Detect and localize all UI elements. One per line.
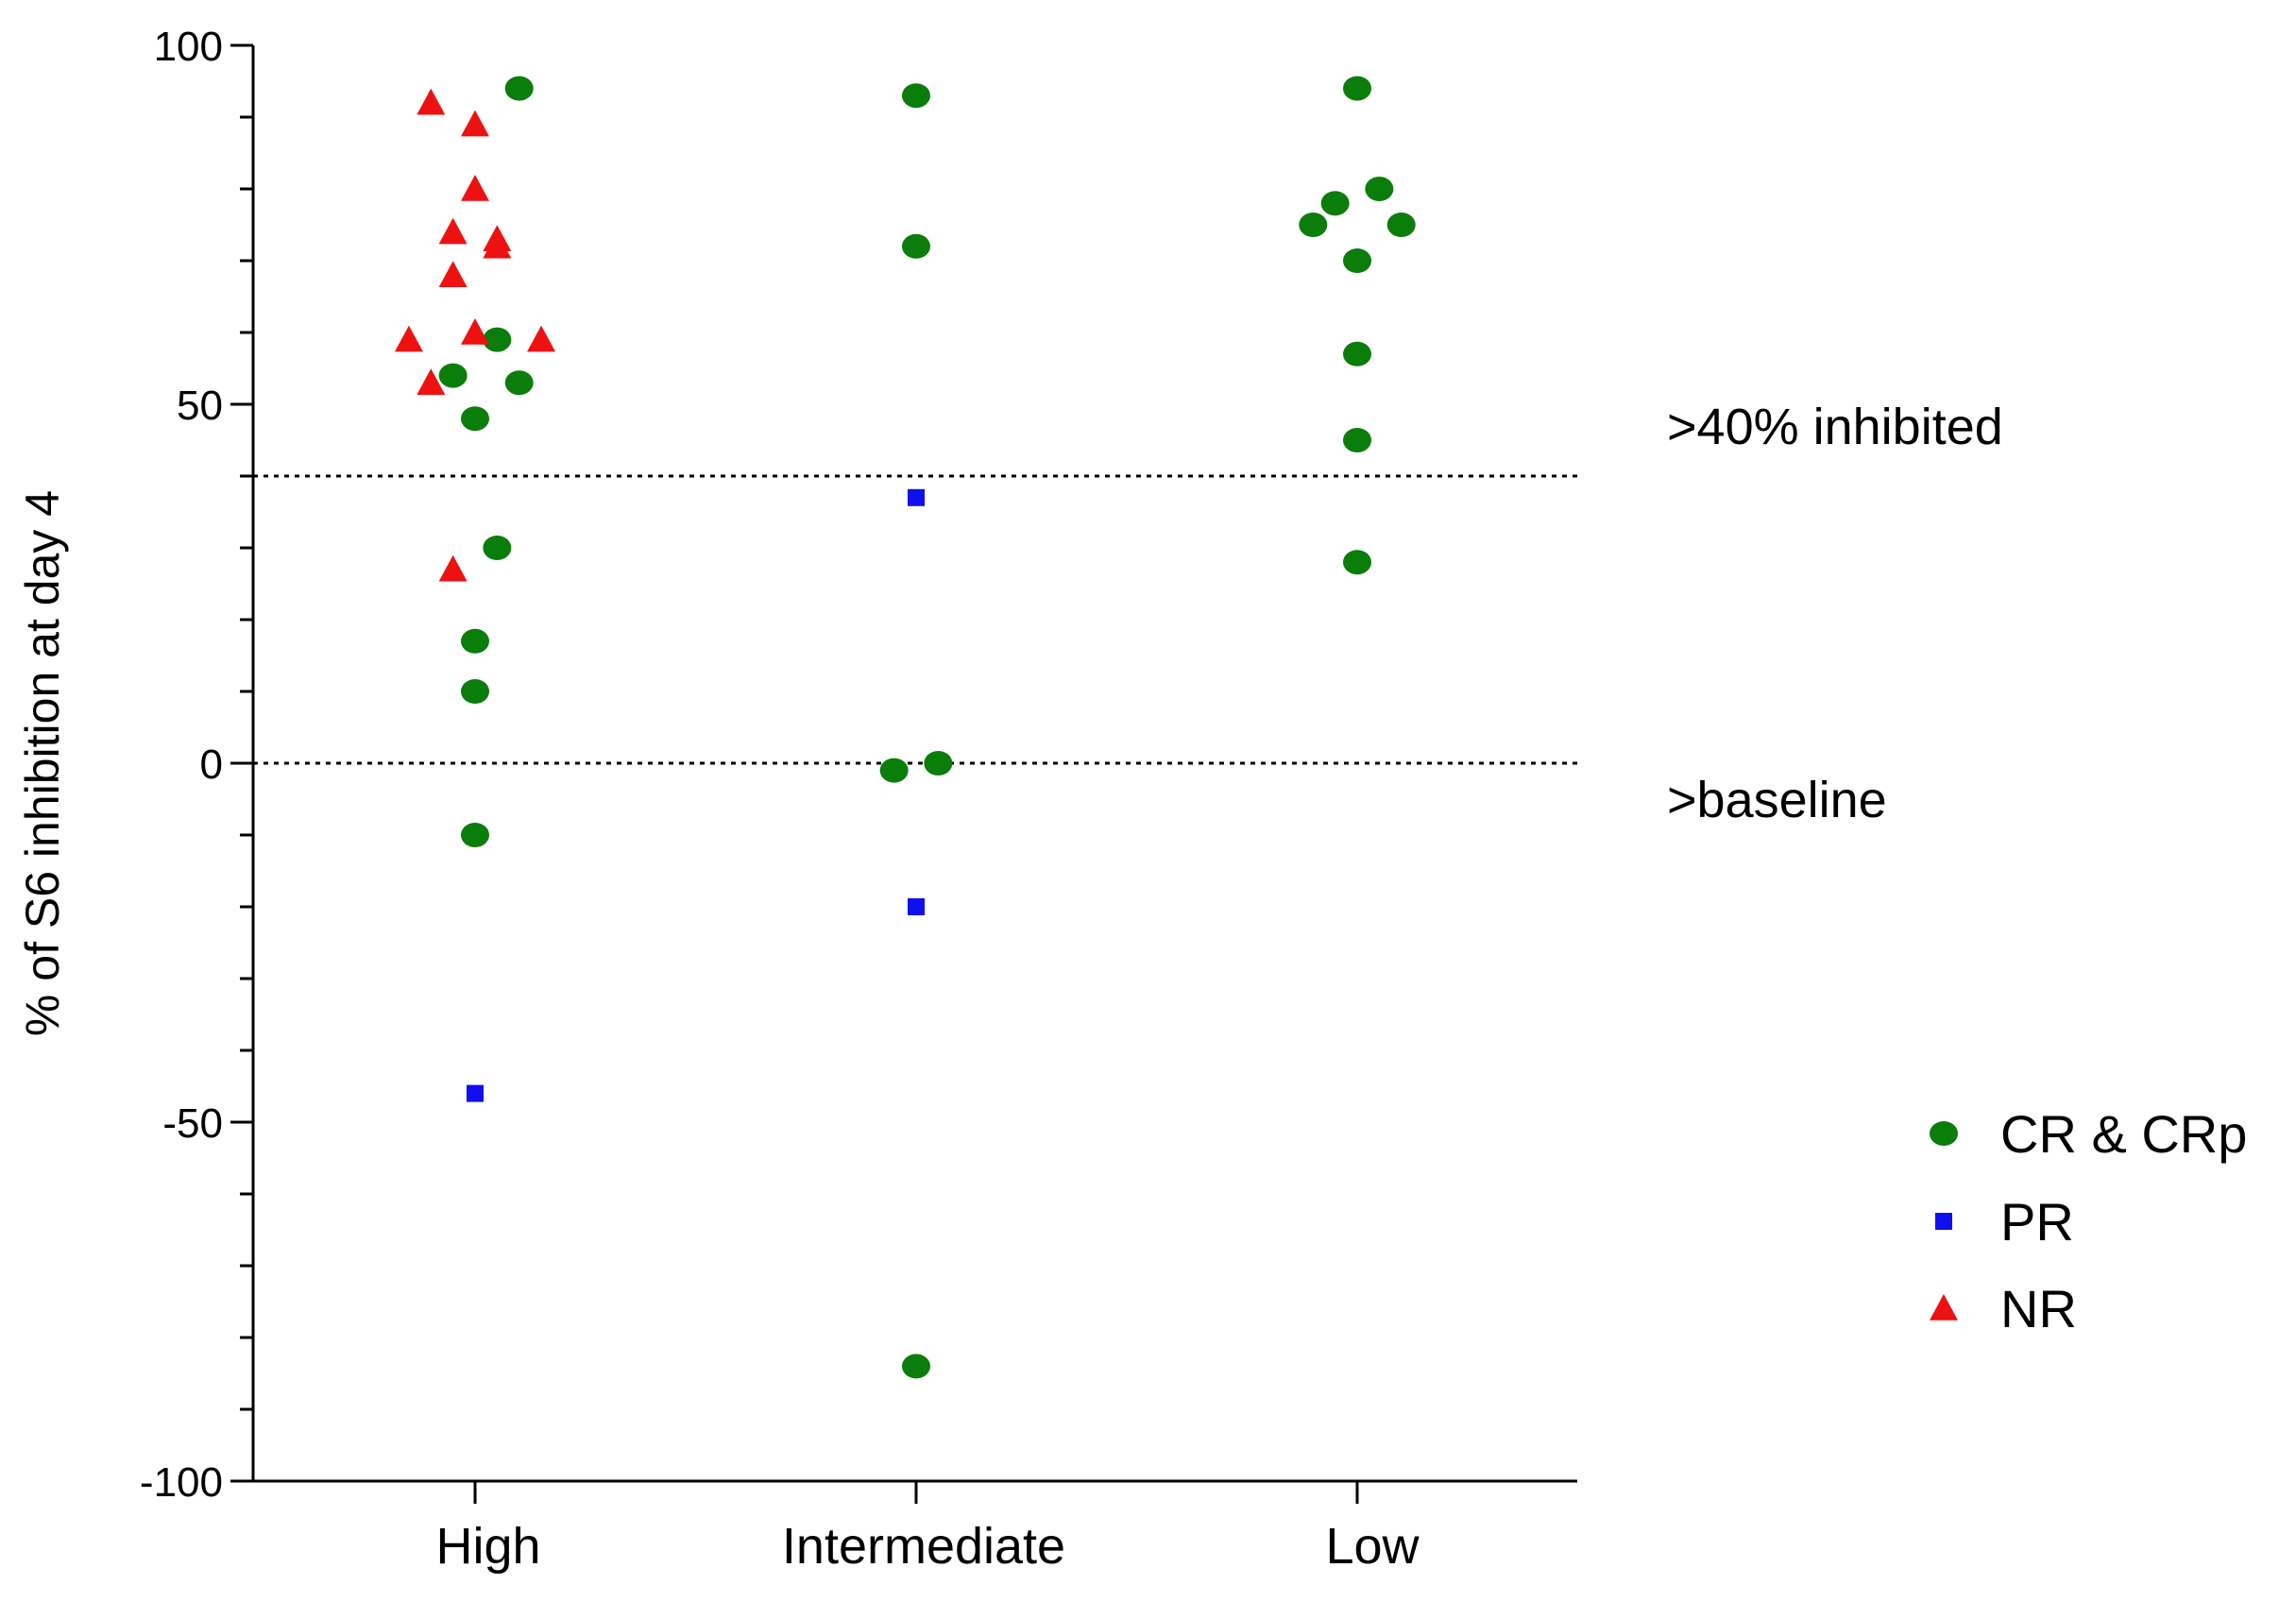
legend-label-cr-crp: CR & CRp — [2000, 1104, 2247, 1164]
axes: 100 50 0 -50 -100 High Intermediate Low % of S6 … — [16, 24, 1577, 1575]
point-nr — [417, 88, 446, 115]
point-pr — [908, 898, 925, 915]
legend-marker-nr — [1930, 1294, 1958, 1321]
legend-marker-pr — [1935, 1213, 1952, 1230]
y-tick-label: 0 — [200, 741, 223, 788]
point-cr-crp — [1365, 177, 1394, 201]
legend-label-nr: NR — [2000, 1279, 2077, 1338]
legend-item-cr-crp: CR & CRp — [1930, 1104, 2247, 1164]
y-tick-label: -50 — [162, 1100, 223, 1147]
point-nr — [527, 325, 556, 352]
point-cr-crp — [483, 536, 512, 560]
data-points — [394, 76, 1416, 1379]
point-cr-crp — [461, 628, 489, 654]
x-tick-label-high: High — [435, 1518, 540, 1575]
point-cr-crp — [1343, 550, 1371, 575]
point-nr — [417, 368, 446, 395]
legend-label-pr: PR — [2000, 1192, 2074, 1252]
point-cr-crp — [902, 1354, 930, 1379]
point-cr-crp — [438, 363, 468, 388]
point-nr — [438, 261, 468, 287]
point-cr-crp — [1320, 191, 1350, 216]
point-nr — [438, 217, 468, 245]
point-pr — [467, 1084, 484, 1102]
point-cr-crp — [1343, 76, 1371, 101]
point-cr-crp — [504, 370, 534, 396]
y-tick-label: 100 — [154, 24, 223, 70]
point-nr — [394, 325, 423, 352]
legend-item-pr: PR — [1935, 1192, 2074, 1252]
x-tick-label-low: Low — [1325, 1518, 1420, 1575]
point-cr-crp — [924, 751, 953, 775]
reference-lines: >40% inhibited >baseline — [253, 399, 2003, 828]
point-cr-crp — [1343, 428, 1371, 452]
point-nr — [461, 318, 489, 345]
point-cr-crp — [1343, 341, 1371, 366]
y-axis-title: % of S6 inhibition at day 4 — [16, 490, 69, 1036]
point-cr-crp — [1299, 213, 1328, 237]
point-nr — [461, 175, 489, 201]
point-cr-crp — [1386, 213, 1416, 237]
point-nr — [438, 554, 468, 582]
x-tick-label-intermediate: Intermediate — [782, 1518, 1065, 1575]
legend: CR & CRp PR NR — [1930, 1104, 2247, 1338]
y-tick-label: 50 — [177, 383, 223, 429]
y-tick-label: -100 — [140, 1459, 223, 1506]
point-cr-crp — [461, 679, 489, 704]
point-cr-crp — [461, 406, 489, 432]
point-cr-crp — [483, 327, 512, 352]
legend-item-nr: NR — [1930, 1279, 2077, 1338]
point-nr — [483, 231, 512, 259]
point-pr — [908, 488, 925, 506]
point-cr-crp — [504, 76, 534, 101]
point-cr-crp — [1343, 248, 1371, 273]
point-cr-crp — [461, 823, 489, 847]
reference-line-label: >baseline — [1667, 772, 1887, 828]
legend-marker-cr-crp — [1930, 1121, 1958, 1146]
reference-line-label: >40% inhibited — [1667, 399, 2003, 455]
point-cr-crp — [902, 83, 930, 109]
point-nr — [461, 110, 489, 137]
point-cr-crp — [902, 233, 930, 259]
point-cr-crp — [879, 758, 909, 783]
